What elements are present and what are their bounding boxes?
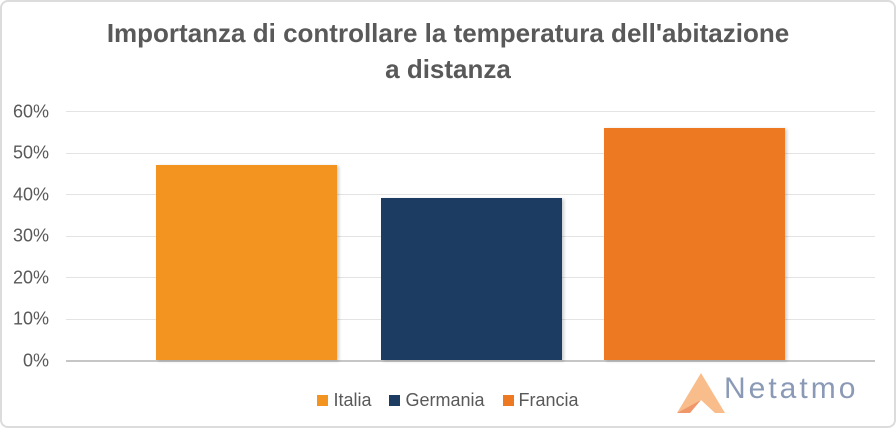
chart-legend: Italia Germania Francia — [2, 390, 894, 411]
y-tick-label-60%: 60% — [12, 101, 49, 121]
bar-italia — [156, 164, 337, 360]
gridline-60% — [66, 111, 875, 112]
legend-swatch-italia — [317, 395, 329, 406]
y-tick-label-30%: 30% — [12, 225, 49, 246]
gridline-50% — [66, 152, 875, 154]
x-axis-line — [66, 359, 875, 362]
legend-item-germania: Germania — [389, 390, 485, 411]
y-tick-label-40%: 40% — [12, 184, 49, 204]
y-tick-label-10%: 10% — [12, 308, 49, 329]
legend-swatch-francia — [502, 395, 514, 406]
chart-title-line1: Importanza di controllare la temperatura… — [106, 18, 790, 48]
legend-label-francia: Francia — [518, 390, 579, 410]
legend-swatch-germania — [389, 395, 401, 406]
bar-germania — [381, 198, 562, 360]
legend-item-italia: Italia — [317, 390, 371, 411]
y-tick-label-50%: 50% — [12, 142, 49, 163]
netatmo-logo-text: Netatmo — [724, 372, 859, 405]
legend-label-italia: Italia — [333, 390, 372, 410]
chart-title-line2: a distanza — [385, 54, 511, 84]
chart-title: Importanza di controllare la temperatura… — [2, 15, 894, 87]
y-tick-label-0%: 0% — [22, 350, 49, 370]
netatmo-house-icon-main — [677, 373, 725, 413]
gridline-40% — [66, 194, 875, 195]
netatmo-house-icon — [677, 373, 725, 413]
legend-label-germania: Germania — [405, 390, 485, 410]
y-tick-label-20%: 20% — [12, 267, 49, 287]
legend-item-francia: Francia — [502, 390, 579, 411]
netatmo-logo: Netatmo — [674, 370, 884, 418]
bar-francia — [604, 127, 785, 360]
netatmo-house-icon-fold — [677, 400, 701, 413]
